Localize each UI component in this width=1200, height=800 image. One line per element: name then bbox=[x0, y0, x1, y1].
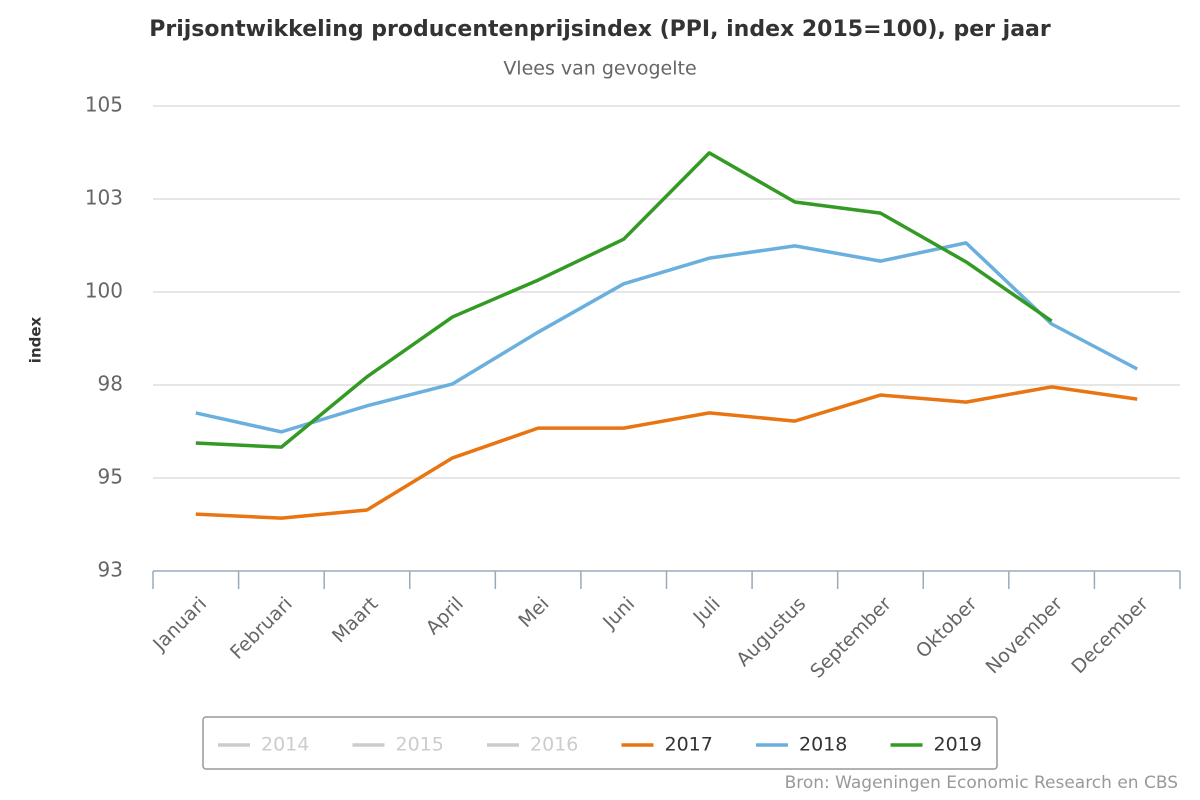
x-tick-label: Augustus bbox=[732, 593, 810, 671]
legend-label: 2015 bbox=[396, 734, 444, 756]
y-tick-label: 100 bbox=[85, 279, 123, 303]
legend-box bbox=[202, 716, 998, 770]
x-tick-label: Mei bbox=[514, 593, 553, 632]
x-tick-label: Oktober bbox=[912, 593, 982, 663]
series-line bbox=[195, 151, 1053, 449]
y-tick-label: 103 bbox=[85, 186, 123, 210]
y-tick-label: 95 bbox=[98, 465, 123, 489]
y-tick-label: 98 bbox=[98, 372, 123, 396]
y-axis-label: index bbox=[27, 316, 45, 363]
legend-label: 2017 bbox=[665, 734, 713, 756]
source: Bron: Wageningen Economic Research en CB… bbox=[785, 773, 1178, 793]
y-tick-label: 105 bbox=[85, 93, 123, 117]
chart-subtitle: Vlees van gevogelte bbox=[503, 58, 696, 80]
legend-label: 2016 bbox=[530, 734, 578, 756]
series-line bbox=[195, 241, 1139, 434]
y-tick-label: 93 bbox=[98, 558, 123, 582]
legend-label: 2019 bbox=[934, 734, 982, 756]
legend-label: 2018 bbox=[799, 734, 847, 756]
x-tick-label: Februari bbox=[226, 593, 297, 664]
x-tick-label: November bbox=[982, 593, 1068, 679]
x-tick-label: Januari bbox=[148, 593, 211, 656]
x-tick-label: December bbox=[1067, 593, 1152, 678]
legend-label: 2014 bbox=[261, 734, 309, 756]
x-tick-label: April bbox=[422, 593, 468, 639]
chart-title: Prijsontwikkeling producentenprijsindex … bbox=[149, 17, 1051, 42]
x-tick-label: Juli bbox=[689, 593, 725, 629]
x-tick-label: Maart bbox=[328, 593, 382, 647]
x-tick-label: Juni bbox=[598, 593, 639, 634]
x-tick-label: September bbox=[806, 593, 896, 683]
series-line bbox=[195, 385, 1138, 520]
